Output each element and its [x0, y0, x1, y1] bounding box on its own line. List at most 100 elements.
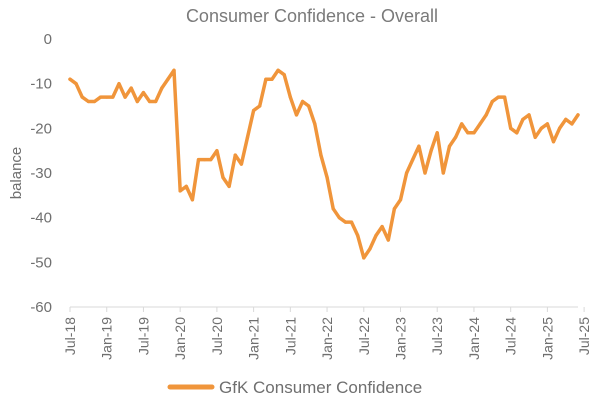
data-point: [141, 91, 146, 95]
data-point: [203, 158, 207, 162]
data-point: [558, 126, 562, 130]
x-tick-label: Jul-22: [356, 317, 372, 355]
data-point: [190, 198, 195, 202]
y-tick-label: -40: [30, 210, 52, 227]
data-point: [490, 99, 494, 104]
data-point: [68, 77, 72, 81]
y-axis-label: balance: [8, 147, 25, 200]
data-point: [325, 175, 329, 180]
data-point: [380, 225, 384, 229]
data-point: [154, 99, 158, 104]
data-point: [484, 113, 488, 117]
data-point: [478, 122, 482, 126]
data-point: [472, 131, 476, 135]
data-point: [392, 207, 396, 211]
data-point: [135, 99, 139, 104]
data-point: [539, 126, 543, 130]
data-point: [423, 171, 427, 175]
data-point: [86, 99, 90, 104]
data-point: [160, 86, 164, 90]
data-point: [270, 77, 274, 81]
legend-label: GfK Consumer Confidence: [219, 378, 422, 397]
data-point: [245, 135, 250, 139]
data-point: [166, 77, 170, 81]
data-point: [502, 95, 507, 99]
data-point: [209, 158, 213, 162]
data-point: [288, 95, 292, 99]
data-point: [362, 256, 366, 260]
data-point: [313, 122, 317, 126]
legend: GfK Consumer Confidence: [167, 378, 422, 397]
data-point: [215, 149, 219, 153]
data-point: [221, 175, 225, 180]
data-point: [405, 171, 409, 175]
chart-title: Consumer Confidence - Overall: [186, 6, 438, 26]
data-point: [300, 99, 305, 104]
data-point: [227, 184, 231, 188]
data-point: [252, 108, 256, 113]
x-tick-label: Jan-23: [393, 317, 409, 360]
data-point: [111, 95, 115, 99]
data-point: [172, 68, 176, 72]
data-point: [319, 153, 323, 157]
data-point: [258, 104, 262, 108]
data-point: [178, 189, 182, 193]
data-point: [435, 131, 439, 135]
x-axis: Jul-18 Jan-19 Jul-19 Jan-20 Jul-20 Jan-21 Jul-…: [62, 307, 592, 360]
data-point: [294, 113, 299, 117]
y-tick-label: -30: [30, 165, 52, 182]
data-point: [356, 233, 360, 238]
y-tick-label: -50: [30, 254, 52, 271]
data-point: [374, 233, 378, 238]
data-point: [521, 117, 525, 121]
data-point: [429, 149, 433, 153]
data-point: [282, 73, 286, 77]
data-point: [147, 99, 152, 104]
data-point: [386, 238, 390, 242]
series-line: [68, 68, 580, 260]
y-tick-label: -60: [30, 299, 52, 316]
x-tick-label: Jan-19: [99, 317, 115, 360]
data-point: [447, 144, 452, 148]
x-tick-label: Jul-19: [135, 317, 151, 355]
data-point: [398, 198, 403, 202]
data-point: [466, 131, 470, 135]
x-tick-label: Jul-20: [209, 317, 225, 355]
data-point: [92, 99, 97, 104]
data-point: [441, 171, 445, 175]
data-point: [117, 82, 121, 86]
data-point: [570, 122, 574, 126]
data-point: [368, 247, 372, 251]
data-point: [576, 113, 580, 117]
x-tick-label: Jul-18: [62, 317, 78, 355]
data-point: [460, 122, 464, 126]
data-point: [123, 95, 127, 99]
data-point: [515, 131, 519, 135]
x-tick-label: Jul-21: [282, 317, 298, 355]
data-point: [417, 144, 421, 148]
x-tick-label: Jul-25: [576, 317, 592, 355]
y-tick-label: -20: [30, 120, 52, 137]
data-point: [551, 140, 556, 144]
data-point: [233, 153, 237, 157]
data-point: [184, 184, 188, 188]
x-tick-label: Jul-24: [503, 317, 519, 355]
data-point: [411, 158, 415, 162]
data-point: [564, 117, 568, 121]
data-point: [74, 82, 78, 86]
x-tick-label: Jan-21: [246, 317, 262, 360]
y-tick-label: 0: [44, 31, 52, 48]
x-tick-label: Jan-25: [539, 317, 555, 360]
data-point: [496, 95, 501, 99]
data-point: [527, 113, 531, 117]
y-tick-label: -10: [30, 76, 52, 93]
data-point: [276, 68, 280, 72]
data-point: [105, 95, 109, 99]
data-point: [545, 122, 549, 126]
data-point: [331, 207, 335, 211]
data-point: [343, 220, 348, 224]
data-point: [533, 135, 537, 139]
data-point: [264, 77, 268, 81]
x-tick-label: Jan-20: [172, 317, 188, 360]
